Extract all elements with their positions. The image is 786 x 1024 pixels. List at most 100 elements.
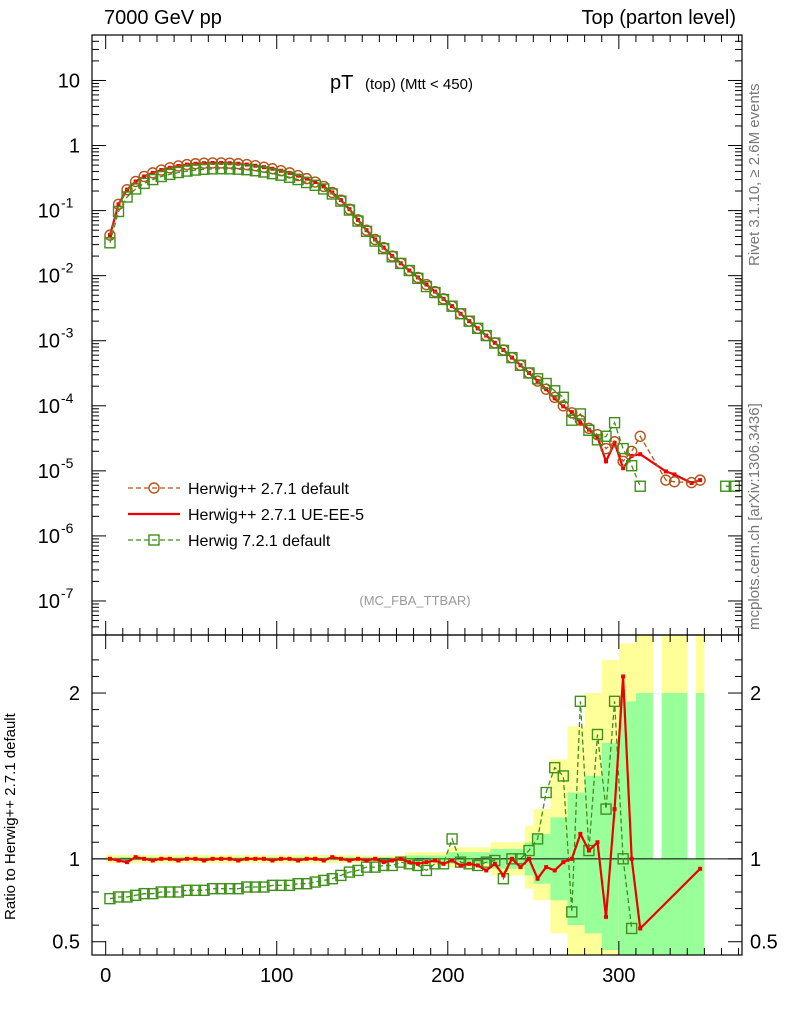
herwig721-point: [437, 293, 450, 306]
ratio-herwigpp-ueee5-point: [184, 856, 189, 861]
herwigpp-ueee5-point: [116, 202, 121, 207]
herwigpp-ueee5-point: [638, 452, 643, 457]
main-y-tick-label: 10: [38, 331, 60, 353]
herwigpp-ueee5-point: [450, 304, 455, 309]
herwigpp-ueee5-point: [612, 440, 617, 445]
ratio-herwig721-point: [112, 891, 125, 903]
ratio-herwigpp-ueee5-point: [193, 856, 198, 861]
herwigpp-ueee5-point: [595, 435, 600, 440]
ratio-herwigpp-ueee5-point: [595, 840, 600, 845]
ratio-herwig721-point: [181, 884, 193, 897]
ratio-herwigpp-ueee5-point: [509, 856, 514, 861]
watermark: (MC_FBA_TTBAR): [359, 593, 470, 608]
ratio-herwigpp-ueee5-point: [424, 860, 429, 865]
ratio-y-tick-label: 1: [69, 849, 80, 871]
ratio-herwigpp-ueee5-point: [407, 860, 412, 865]
main-y-tick-exponent: -1: [61, 195, 74, 211]
ratio-herwig721-point: [437, 858, 450, 870]
herwig721-point: [352, 215, 364, 227]
ratio-panel-frame: [91, 634, 743, 956]
ratio-herwigpp-ueee5-point: [518, 865, 523, 870]
ratio-herwig721-point: [232, 882, 244, 895]
ratio-herwigpp-ueee5-point: [621, 674, 626, 679]
x-tick-label: 200: [431, 965, 464, 987]
herwig721-point: [249, 165, 262, 177]
ratio-herwigpp-ueee5-point: [210, 856, 215, 861]
herwigpp-ueee5-point: [381, 245, 386, 250]
herwigpp-ueee5-point: [313, 180, 318, 185]
ratio-herwig721-point: [480, 856, 492, 868]
herwig721-point: [121, 191, 133, 203]
herwig721-point: [497, 344, 510, 357]
herwig721-point: [241, 164, 253, 176]
herwig721-point: [155, 170, 167, 183]
herwig721-point: [514, 359, 527, 371]
ratio-herwig721-point: [523, 844, 535, 857]
herwig721-point: [369, 235, 381, 247]
legend: Herwig++ 2.7.1 default Herwig++ 2.7.1 UE-…: [128, 481, 364, 550]
ratio-herwig721-point: [617, 853, 629, 865]
ratio-herwigpp-ueee5-point: [338, 856, 343, 861]
ratio-herwig721-point: [352, 864, 364, 877]
ratio-herwigpp-ueee5-point: [176, 858, 181, 863]
main-y-tick-exponent: -4: [61, 390, 74, 406]
ratio-herwig721-point: [574, 695, 587, 708]
ratio-herwigpp-ueee5-point: [432, 858, 437, 863]
main-y-tick-exponent: -6: [61, 520, 74, 536]
ratio-herwigpp-ueee5-point: [296, 858, 301, 863]
herwig721-point: [258, 166, 270, 178]
ratio-herwigpp-ueee5-point: [604, 914, 609, 919]
main-y-tick-label: 10: [38, 461, 60, 483]
ratio-herwig721-point: [215, 882, 227, 895]
ratio-herwig721-point: [147, 887, 159, 900]
herwig721-point: [480, 329, 492, 342]
herwig721-point: [172, 166, 185, 179]
herwig721-point: [292, 173, 304, 186]
band-inner: [618, 701, 636, 955]
herwigpp-default-point: [548, 391, 561, 404]
ratio-herwig721-point: [343, 866, 356, 878]
main-panel-series: [104, 157, 741, 492]
ratio-herwigpp-ueee5-point: [698, 866, 703, 871]
ratio-herwigpp-ueee5-point: [253, 856, 258, 861]
ratio-herwig721-point: [292, 878, 304, 890]
ratio-herwigpp-ueee5-point: [475, 863, 480, 868]
herwig721-point: [625, 460, 638, 472]
ratio-herwig721-point: [241, 881, 253, 893]
herwig721-point: [506, 351, 518, 364]
herwig721-point: [206, 163, 219, 175]
herwigpp-default-point: [129, 175, 142, 188]
herwig721-point: [566, 414, 578, 426]
ratio-herwig721-point: [625, 922, 638, 935]
ratio-y-tick-label: 1: [750, 849, 761, 871]
ratio-herwig721-point: [189, 884, 202, 897]
ratio-herwig721-point: [540, 786, 552, 799]
ratio-herwigpp-ueee5-point: [236, 858, 241, 863]
herwig721-point: [377, 242, 390, 255]
band-inner: [653, 858, 662, 955]
ratio-herwig721-point: [326, 873, 339, 885]
ratio-herwigpp-ueee5-point: [133, 855, 138, 860]
ratio-herwigpp-ueee5-point: [612, 807, 617, 812]
herwigpp-default-point: [660, 474, 672, 486]
ratio-herwigpp-ueee5-point: [364, 858, 369, 863]
ratio-herwig721-point: [129, 889, 142, 902]
main-y-tick-label: 10: [58, 70, 80, 92]
herwigpp-default-point: [557, 400, 569, 412]
ratio-panel-series: [92, 674, 742, 935]
ratio-herwig721-point: [206, 882, 219, 895]
main-y-tick-exponent: -5: [61, 455, 74, 471]
legend-entry-label: Herwig++ 2.7.1 default: [188, 481, 350, 498]
herwigpp-ueee5-point: [364, 228, 369, 233]
herwig721-point: [189, 164, 202, 176]
ratio-herwigpp-ueee5-point: [458, 863, 463, 868]
ratio-herwig721-point: [172, 886, 185, 898]
ratio-herwig721-point: [531, 833, 544, 845]
herwigpp-default-point: [625, 445, 638, 457]
ratio-herwigpp-ueee5-point: [116, 858, 121, 863]
herwig721-point: [548, 385, 561, 397]
ratio-herwigpp-ueee5-point: [150, 858, 155, 863]
herwigpp-ueee5-point: [219, 160, 224, 165]
herwig721-point: [420, 280, 433, 293]
